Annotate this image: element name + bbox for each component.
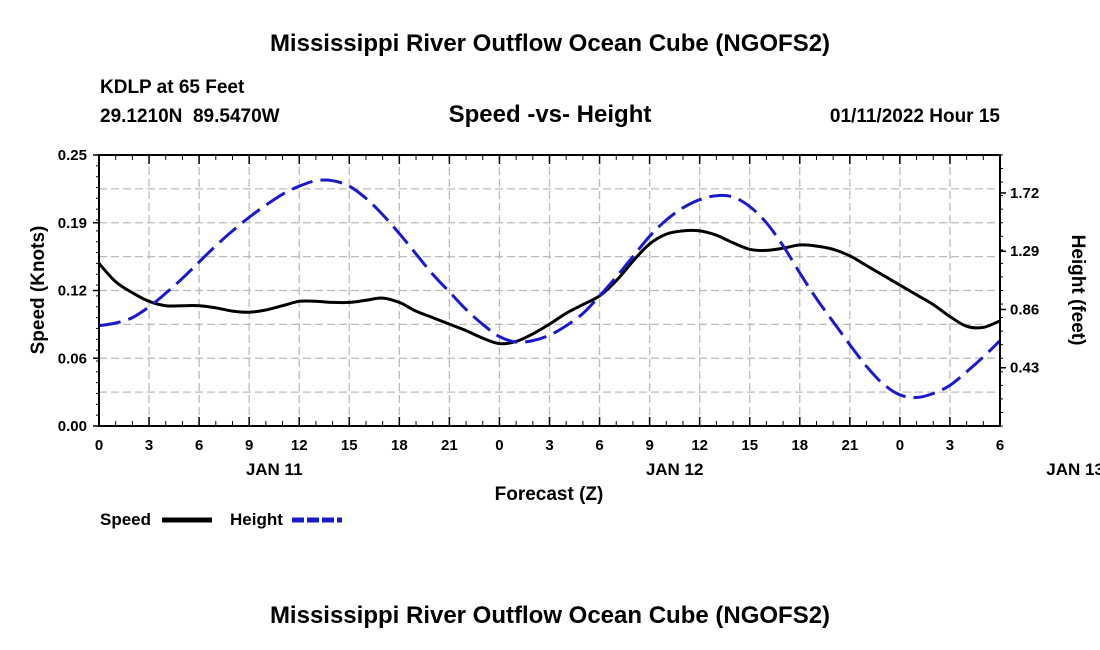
grid <box>99 155 1000 426</box>
x-tick-label: 18 <box>391 437 408 454</box>
series-line-height <box>98 178 1002 400</box>
x-tick-label: 6 <box>595 437 603 454</box>
x-tick-label: 18 <box>791 437 808 454</box>
y-tick-label: 0.06 <box>58 350 87 367</box>
footer-title: Mississippi River Outflow Ocean Cube (NG… <box>269 602 831 629</box>
x-tick-label: 0 <box>896 437 904 454</box>
x-tick-label: 3 <box>946 437 954 454</box>
chart-subtitle: Speed -vs- Height <box>448 101 652 128</box>
x-axis-label: Forecast (Z) <box>495 484 604 505</box>
x-tick-label: 21 <box>841 437 858 454</box>
x-tick-label: 0 <box>495 437 503 454</box>
forecast-datetime: 01/11/2022 Hour 15 <box>829 106 1000 127</box>
y-tick-label: 0.19 <box>58 215 87 232</box>
x-tick-label: 9 <box>245 437 253 454</box>
x-tick-label: 3 <box>545 437 553 454</box>
x-tick-label: 21 <box>441 437 458 454</box>
x-tick-label: 6 <box>195 437 203 454</box>
legend-speed-label: Speed <box>100 510 151 529</box>
station-label: KDLP at 65 Feet <box>100 77 245 98</box>
day-label: JAN 12 <box>646 460 704 479</box>
day-label: JAN 11 <box>246 460 303 479</box>
station-coords: 29.1210N 89.5470W <box>100 106 280 127</box>
day-label: JAN 13 <box>1046 460 1100 479</box>
y-axis-label: Speed (Knots) <box>28 226 49 355</box>
y2-axis-label: Height (feet) <box>1067 235 1088 346</box>
legend: Speed Height <box>100 510 342 529</box>
axes: 0 3 6 9 12 15 18 21 0 3 6 9 12 15 18 21 0 3 6 JAN 11 JAN 12 J… <box>58 147 1100 479</box>
y-tick-label: 0.12 <box>58 283 87 300</box>
legend-height-label: Height <box>230 510 283 529</box>
x-tick-label: 12 <box>291 437 308 454</box>
y2-tick-label: 1.29 <box>1010 243 1039 260</box>
x-tick-label: 3 <box>145 437 153 454</box>
x-tick-label: 15 <box>741 437 758 454</box>
chart-plot: 0 3 6 9 12 15 18 21 0 3 6 9 12 15 18 21 0 3 6 JAN 11 JAN 12 J… <box>28 147 1100 529</box>
x-tick-label: 12 <box>691 437 708 454</box>
y2-tick-label: 0.86 <box>1010 301 1039 318</box>
series-group <box>97 178 1002 400</box>
chart-title: Mississippi River Outflow Ocean Cube (NG… <box>269 30 831 57</box>
x-tick-label: 15 <box>341 437 358 454</box>
y2-tick-label: 0.43 <box>1010 360 1039 377</box>
y-tick-label: 0.25 <box>58 147 87 164</box>
y-tick-label: 0.00 <box>58 418 87 435</box>
x-tick-label: 0 <box>95 437 103 454</box>
y2-tick-label: 1.72 <box>1010 185 1039 202</box>
x-tick-label: 9 <box>645 437 653 454</box>
series-line-speed <box>97 228 1001 346</box>
x-tick-label: 6 <box>996 437 1004 454</box>
